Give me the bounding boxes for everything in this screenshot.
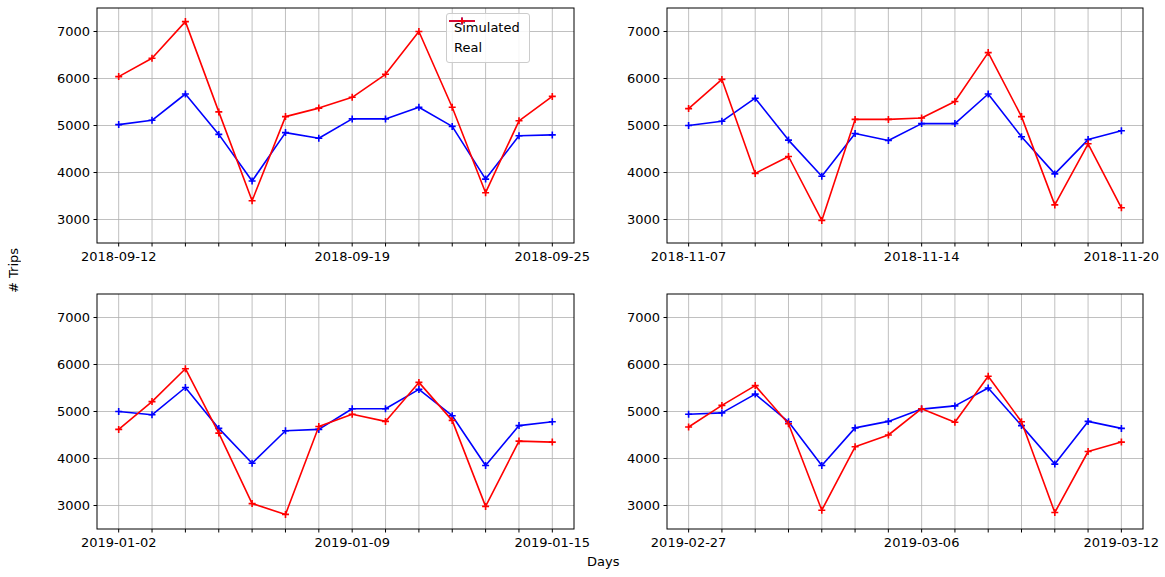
real-series xyxy=(685,373,1125,516)
x-axis-label: Days xyxy=(587,554,619,569)
simulated-line xyxy=(689,94,1122,176)
simulated-plus-markers-icon xyxy=(115,91,556,185)
legend: SimulatedReal xyxy=(446,13,530,63)
y-tick-label: 3000 xyxy=(627,498,660,513)
simulated-line xyxy=(689,388,1122,466)
real-line-sample-icon xyxy=(447,14,477,28)
simulated-plus-markers-icon xyxy=(685,91,1125,180)
y-tick-label: 4000 xyxy=(57,451,90,466)
x-tick-label: 2019-01-02 xyxy=(81,535,157,550)
y-tick-label: 7000 xyxy=(57,24,90,39)
chart-top-right: 2018-11-07 2018-11-14 2018-11-20 3000 4000 50… xyxy=(627,8,1159,264)
chart-bottom-right: 2019-02-27 2019-03-06 2019-03-12 3000 4000 50… xyxy=(627,294,1159,550)
y-tick-label: 6000 xyxy=(627,357,660,372)
y-tick-label: 3000 xyxy=(627,212,660,227)
x-tick-label: 2019-01-15 xyxy=(515,535,591,550)
x-tick-label: 2018-11-20 xyxy=(1084,249,1160,264)
y-tick-label: 5000 xyxy=(627,118,660,133)
gridlines xyxy=(97,294,574,529)
simulated-line xyxy=(119,94,553,181)
x-tick-label: 2019-03-06 xyxy=(884,535,960,550)
real-line xyxy=(119,369,553,515)
real-line xyxy=(689,53,1122,221)
x-tick-label: 2018-09-25 xyxy=(515,249,591,264)
x-tick-label: 2018-11-07 xyxy=(651,249,727,264)
simulated-series xyxy=(115,91,556,185)
figure: 2018-09-12 2018-09-19 2018-09-25 3000 4000 50… xyxy=(0,0,1165,577)
x-tick-label: 2018-09-19 xyxy=(314,249,390,264)
y-tick-label: 4000 xyxy=(627,451,660,466)
real-series xyxy=(115,365,556,518)
y-tick-label: 7000 xyxy=(57,310,90,325)
simulated-series xyxy=(685,91,1125,180)
y-tick-label: 6000 xyxy=(57,71,90,86)
legend-item-real: Real xyxy=(454,39,520,57)
y-tick-label: 3000 xyxy=(57,212,90,227)
subplots-canvas: 2018-09-12 2018-09-19 2018-09-25 3000 4000 50… xyxy=(0,0,1165,577)
y-tick-label: 3000 xyxy=(57,498,90,513)
chart-bottom-left: 2019-01-02 2019-01-09 2019-01-15 3000 4000 50… xyxy=(57,294,590,550)
real-plus-markers-icon xyxy=(685,373,1125,516)
x-tick-label: 2019-01-09 xyxy=(314,535,390,550)
legend-label: Real xyxy=(454,39,482,57)
y-tick-label: 5000 xyxy=(57,404,90,419)
y-axis-label: # Trips xyxy=(6,241,21,293)
y-tick-label: 6000 xyxy=(57,357,90,372)
real-line xyxy=(689,376,1122,512)
x-tick-label: 2018-11-14 xyxy=(884,249,960,264)
simulated-series xyxy=(685,385,1125,470)
y-tick-label: 7000 xyxy=(627,24,660,39)
gridlines xyxy=(667,294,1143,529)
tick-marks xyxy=(94,32,553,247)
y-tick-label: 6000 xyxy=(627,71,660,86)
simulated-plus-markers-icon xyxy=(115,384,556,469)
real-series xyxy=(685,49,1125,224)
x-tick-label: 2019-02-27 xyxy=(651,535,727,550)
simulated-series xyxy=(115,384,556,469)
real-plus-markers-icon xyxy=(115,365,556,518)
y-tick-label: 5000 xyxy=(57,118,90,133)
tick-marks xyxy=(664,318,1122,533)
y-tick-label: 4000 xyxy=(627,165,660,180)
y-tick-label: 5000 xyxy=(627,404,660,419)
y-tick-label: 7000 xyxy=(627,310,660,325)
y-tick-label: 4000 xyxy=(57,165,90,180)
x-tick-label: 2019-03-12 xyxy=(1084,535,1160,550)
simulated-line xyxy=(119,388,553,466)
x-tick-label: 2018-09-12 xyxy=(81,249,157,264)
